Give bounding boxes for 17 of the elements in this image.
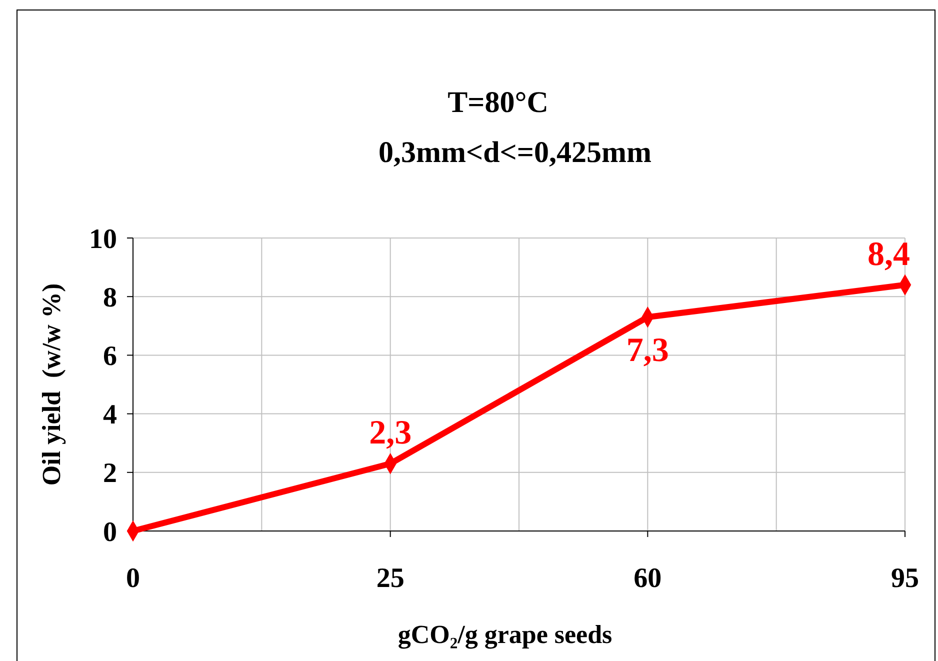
y-axis-title: Oil yield (w/w %) (37, 283, 66, 486)
x-tick-label: 0 (126, 563, 140, 594)
y-tick-label: 2 (103, 458, 117, 490)
y-tick-label: 0 (103, 516, 117, 548)
x-tick-label: 60 (634, 563, 662, 594)
x-axis-title: gCO₂/g grape seeds (398, 620, 612, 649)
data-label: 2,3 (369, 414, 412, 452)
y-tick-label: 4 (103, 400, 117, 431)
data-label: 7,3 (626, 332, 669, 370)
x-tick-label: 95 (891, 563, 919, 594)
data-label: 8,4 (868, 236, 910, 273)
chart-subtitle: 0,3mm<d<=0,425mm (378, 136, 652, 169)
y-tick-label: 6 (103, 341, 117, 372)
x-tick-label: 25 (376, 563, 404, 594)
y-tick-label: 10 (89, 224, 117, 255)
chart-title: T=80°C (448, 86, 548, 119)
y-tick-label: 8 (103, 282, 117, 314)
